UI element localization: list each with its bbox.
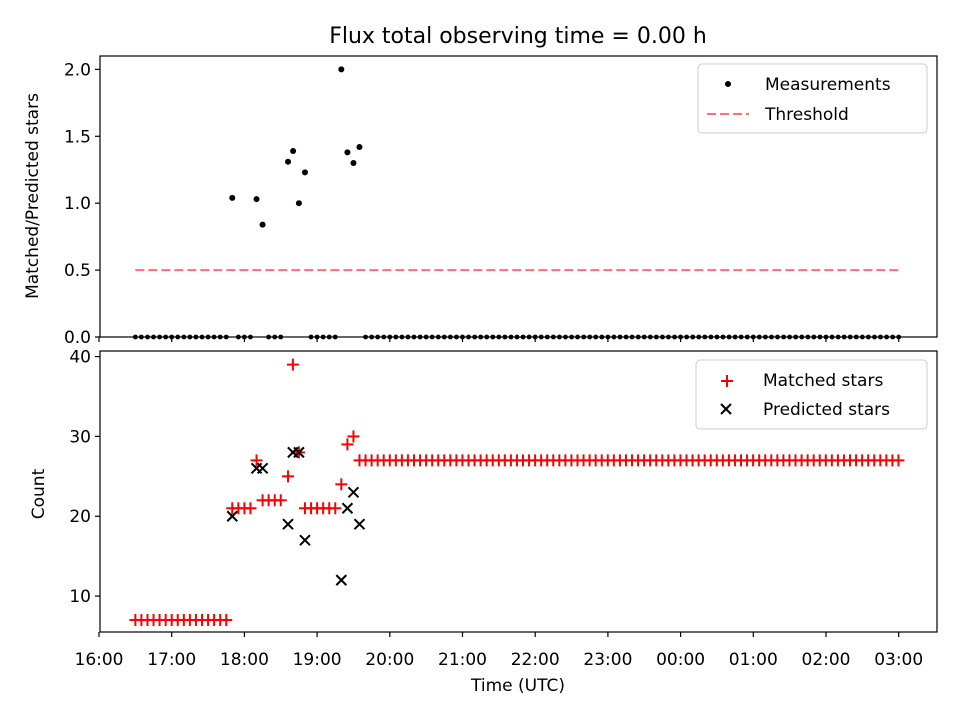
measurement-point xyxy=(259,221,266,228)
matched-star-point xyxy=(250,454,263,467)
matched-star-point xyxy=(286,358,299,371)
predicted-star-stroke xyxy=(293,446,305,459)
bottom-panel: 10 20 30 40 xyxy=(69,348,905,637)
predicted-star-point xyxy=(282,518,294,530)
top-y-tick-label: 0.5 xyxy=(64,261,91,281)
top-legend-box xyxy=(697,63,928,134)
predicted-star-stroke xyxy=(256,462,269,475)
x-tick-label: 03:00 xyxy=(874,650,923,670)
x-tick-label: 17:00 xyxy=(147,650,196,670)
predicted-star-point xyxy=(256,462,269,475)
bottom-y-axis-label: Count xyxy=(29,468,49,519)
x-tick-label: 16:00 xyxy=(75,650,124,670)
matched-star-point xyxy=(282,470,295,483)
x-tick-label: 01:00 xyxy=(729,650,778,670)
x-tick-label: 21:00 xyxy=(438,650,487,670)
x-axis-label: Time (UTC) xyxy=(470,676,565,696)
top-y-tick-label: 1.0 xyxy=(64,194,91,214)
top-panel-frame xyxy=(99,55,938,338)
measurement-point xyxy=(356,143,363,150)
top-legend: Measurements Threshold xyxy=(697,63,928,134)
measurement-point xyxy=(285,158,292,165)
predicted-star-point xyxy=(335,574,348,586)
predicted-star-point xyxy=(353,518,366,530)
matched-star-point xyxy=(341,438,354,451)
measurement-point xyxy=(253,196,260,203)
matched-star-point xyxy=(244,502,257,515)
bottom-legend: Matched stars Predicted stars xyxy=(695,359,928,430)
predicted-star-point xyxy=(226,510,238,522)
matched-star-point xyxy=(347,430,360,443)
measurement-point xyxy=(344,149,351,156)
x-tick-label: 02:00 xyxy=(802,650,851,670)
predicted-star-stroke xyxy=(226,510,238,522)
x-tick-label: 00:00 xyxy=(656,650,705,670)
matched-star-point xyxy=(335,478,348,491)
measurement-point xyxy=(301,169,308,176)
measurement-point xyxy=(290,148,297,155)
x-axis-ticks: 16:00 17:00 18:00 19:00 20:00 21:00 22:00 23:00… xyxy=(75,650,924,670)
bottom-y-tick-label: 20 xyxy=(69,507,91,527)
x-tick-label: 23:00 xyxy=(583,650,632,670)
chart-title: Flux total observing time = 0.00 h xyxy=(329,24,707,49)
x-tick-label: 18:00 xyxy=(220,650,269,670)
predicted-star-stroke xyxy=(347,486,360,499)
bottom-y-tick-label: 10 xyxy=(69,587,91,607)
legend-threshold-label: Threshold xyxy=(764,105,849,125)
legend-predicted-label: Predicted stars xyxy=(763,400,890,420)
bottom-y-tick-label: 40 xyxy=(69,348,91,368)
legend-matched-marker xyxy=(721,375,733,387)
legend-measurement-marker xyxy=(725,81,731,87)
top-y-axis-label: Matched/Predicted stars xyxy=(23,93,43,299)
predicted-star-point xyxy=(347,486,360,499)
top-y-tick-label: 2.0 xyxy=(64,60,91,80)
x-tick-label: 20:00 xyxy=(365,650,414,670)
matched-star-point xyxy=(892,454,905,467)
top-panel: 0.0 0.5 1.0 1.5 2.0 xyxy=(64,60,902,348)
legend-predicted-marker xyxy=(720,403,732,415)
predicted-star-stroke xyxy=(353,518,366,530)
predicted-star-stroke xyxy=(335,574,348,586)
x-tick-label: 22:00 xyxy=(511,650,560,670)
predicted-star-stroke xyxy=(299,534,311,546)
matched-star-point xyxy=(329,502,342,515)
predicted-star-point xyxy=(299,534,311,546)
predicted-star-stroke xyxy=(341,502,354,514)
predicted-star-stroke xyxy=(282,518,294,530)
bottom-legend-box xyxy=(695,359,928,430)
matched-star-point xyxy=(274,494,287,507)
measurement-point xyxy=(229,194,236,201)
x-tick-label: 19:00 xyxy=(293,650,342,670)
matched-star-point xyxy=(220,614,233,627)
legend-matched-label: Matched stars xyxy=(763,371,883,391)
measurement-point xyxy=(338,66,345,73)
predicted-star-point xyxy=(293,446,305,459)
predicted-star-point xyxy=(341,502,354,514)
bottom-panel-frame xyxy=(99,350,938,633)
bottom-y-tick-label: 30 xyxy=(69,427,91,447)
measurement-point xyxy=(295,200,302,207)
measurement-point xyxy=(350,160,357,167)
top-y-tick-label: 0.0 xyxy=(64,328,91,348)
top-y-tick-label: 1.5 xyxy=(64,127,91,147)
legend-measurements-label: Measurements xyxy=(765,75,891,95)
